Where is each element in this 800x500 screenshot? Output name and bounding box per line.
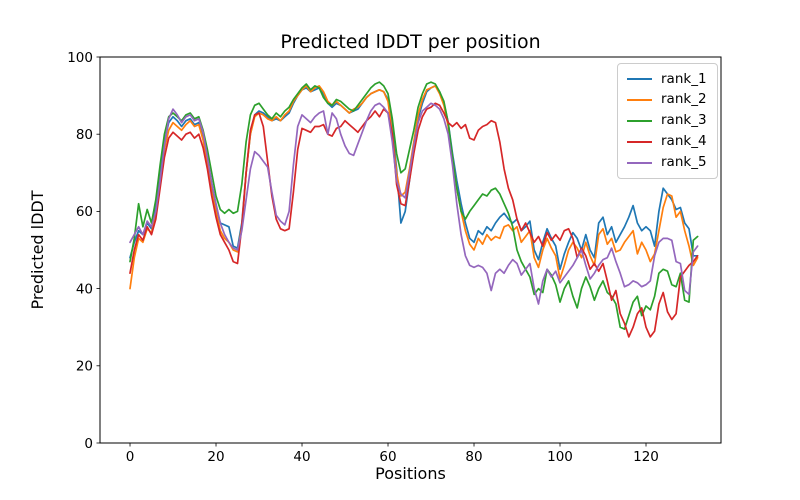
x-tick-label: 100 bbox=[547, 449, 573, 465]
x-tick-label: 60 bbox=[379, 449, 396, 465]
y-tick-label: 20 bbox=[76, 359, 93, 375]
legend-label: rank_4 bbox=[661, 133, 707, 150]
legend-item-rank_4: rank_4 bbox=[627, 131, 707, 152]
legend-line-swatch bbox=[627, 119, 652, 122]
legend: rank_1 rank_2 rank_3 rank_4 rank_5 bbox=[617, 63, 718, 179]
legend-label: rank_2 bbox=[661, 91, 707, 108]
series-line-rank_4 bbox=[129, 102, 699, 338]
y-tick-label: 80 bbox=[76, 127, 93, 143]
y-axis-label: Predicted lDDT bbox=[28, 190, 47, 310]
legend-line-swatch bbox=[627, 99, 652, 102]
x-axis-label: Positions bbox=[375, 464, 446, 483]
legend-line-swatch bbox=[627, 140, 652, 143]
x-tick-label: 40 bbox=[293, 449, 310, 465]
y-tick-label: 100 bbox=[67, 50, 93, 66]
plot-frame bbox=[99, 56, 722, 444]
x-tick-label: 120 bbox=[633, 449, 659, 465]
series-line-rank_3 bbox=[129, 81, 699, 330]
x-tick-label: 0 bbox=[126, 449, 135, 465]
legend-label: rank_3 bbox=[661, 112, 707, 129]
legend-item-rank_3: rank_3 bbox=[627, 111, 707, 132]
legend-item-rank_5: rank_5 bbox=[627, 152, 707, 173]
y-tick-label: 0 bbox=[84, 436, 93, 452]
y-tick-label: 40 bbox=[76, 281, 93, 297]
y-tick-label: 60 bbox=[76, 204, 93, 220]
legend-line-swatch bbox=[627, 78, 652, 81]
x-tick-label: 80 bbox=[465, 449, 482, 465]
legend-line-swatch bbox=[627, 161, 652, 164]
legend-item-rank_2: rank_2 bbox=[627, 90, 707, 111]
legend-item-rank_1: rank_1 bbox=[627, 69, 707, 90]
chart-title: Predicted lDDT per position bbox=[280, 31, 541, 53]
legend-label: rank_5 bbox=[661, 153, 707, 170]
legend-label: rank_1 bbox=[661, 70, 707, 87]
x-tick-label: 20 bbox=[207, 449, 224, 465]
series-line-rank_5 bbox=[129, 102, 699, 305]
